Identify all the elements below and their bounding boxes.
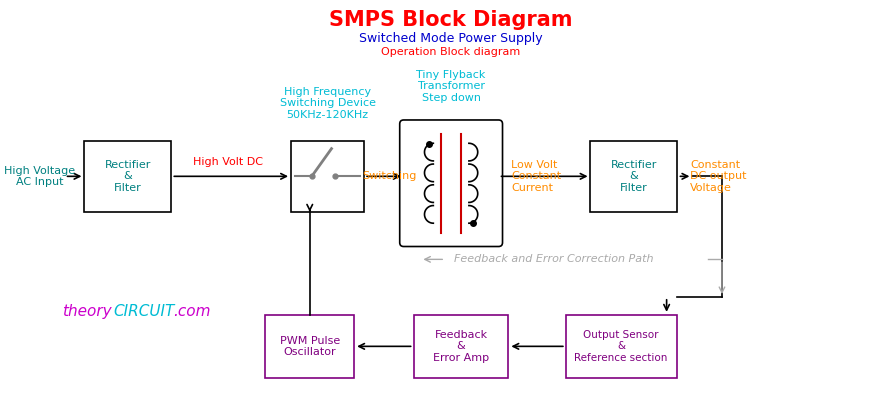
Text: Switched Mode Power Supply: Switched Mode Power Supply [359, 32, 543, 45]
Text: theory: theory [62, 304, 112, 319]
Text: Low Volt
Constant
Current: Low Volt Constant Current [511, 160, 562, 193]
Text: Rectifier
&
Filter: Rectifier & Filter [104, 160, 151, 193]
Text: High Frequency
Switching Device
50KHz-120KHz: High Frequency Switching Device 50KHz-12… [279, 86, 376, 120]
Text: CIRCUIT: CIRCUIT [113, 304, 175, 319]
Text: Constant
DC output
Voltage: Constant DC output Voltage [690, 160, 747, 193]
Text: PWM Pulse
Oscillator: PWM Pulse Oscillator [279, 335, 340, 357]
Text: SMPS Block Diagram: SMPS Block Diagram [329, 10, 573, 30]
Bar [591, 141, 678, 212]
Text: Feedback
&
Error Amp: Feedback & Error Amp [433, 330, 489, 363]
Bar [291, 141, 364, 212]
Text: Rectifier
&
Filter: Rectifier & Filter [611, 160, 657, 193]
Text: High Volt DC: High Volt DC [193, 157, 263, 167]
Text: High Voltage
AC Input: High Voltage AC Input [4, 166, 76, 187]
Bar [566, 315, 676, 378]
Bar [265, 315, 354, 378]
Bar [414, 315, 508, 378]
Text: Tiny Flyback
Transformer
Step down: Tiny Flyback Transformer Step down [417, 70, 486, 103]
Text: Output Sensor
&
Reference section: Output Sensor & Reference section [574, 330, 668, 363]
FancyBboxPatch shape [400, 120, 502, 246]
Text: Switching: Switching [363, 171, 417, 181]
Text: Feedback and Error Correction Path: Feedback and Error Correction Path [454, 254, 654, 264]
Text: Operation Block diagram: Operation Block diagram [382, 47, 521, 57]
Bar [85, 141, 171, 212]
Text: .com: .com [173, 304, 211, 319]
